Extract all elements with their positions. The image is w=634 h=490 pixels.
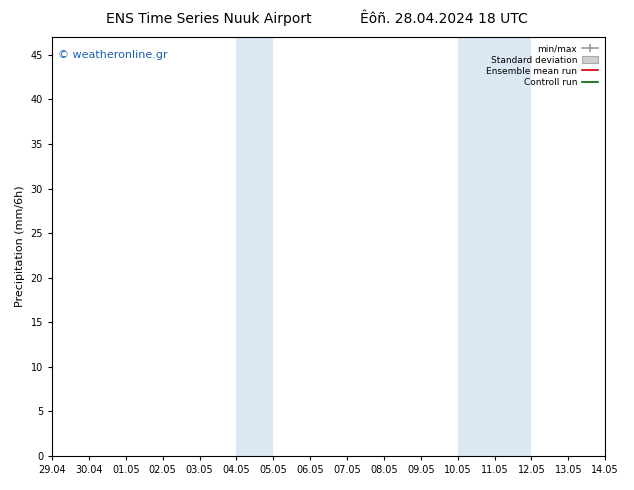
Legend: min/max, Standard deviation, Ensemble mean run, Controll run: min/max, Standard deviation, Ensemble me… [484,42,600,90]
Text: ENS Time Series Nuuk Airport: ENS Time Series Nuuk Airport [107,12,312,26]
Text: Êôñ. 28.04.2024 18 UTC: Êôñ. 28.04.2024 18 UTC [360,12,527,26]
Y-axis label: Precipitation (mm/6h): Precipitation (mm/6h) [15,186,25,307]
Bar [458,37,531,456]
Bar [236,37,273,456]
Text: © weatheronline.gr: © weatheronline.gr [58,49,167,60]
